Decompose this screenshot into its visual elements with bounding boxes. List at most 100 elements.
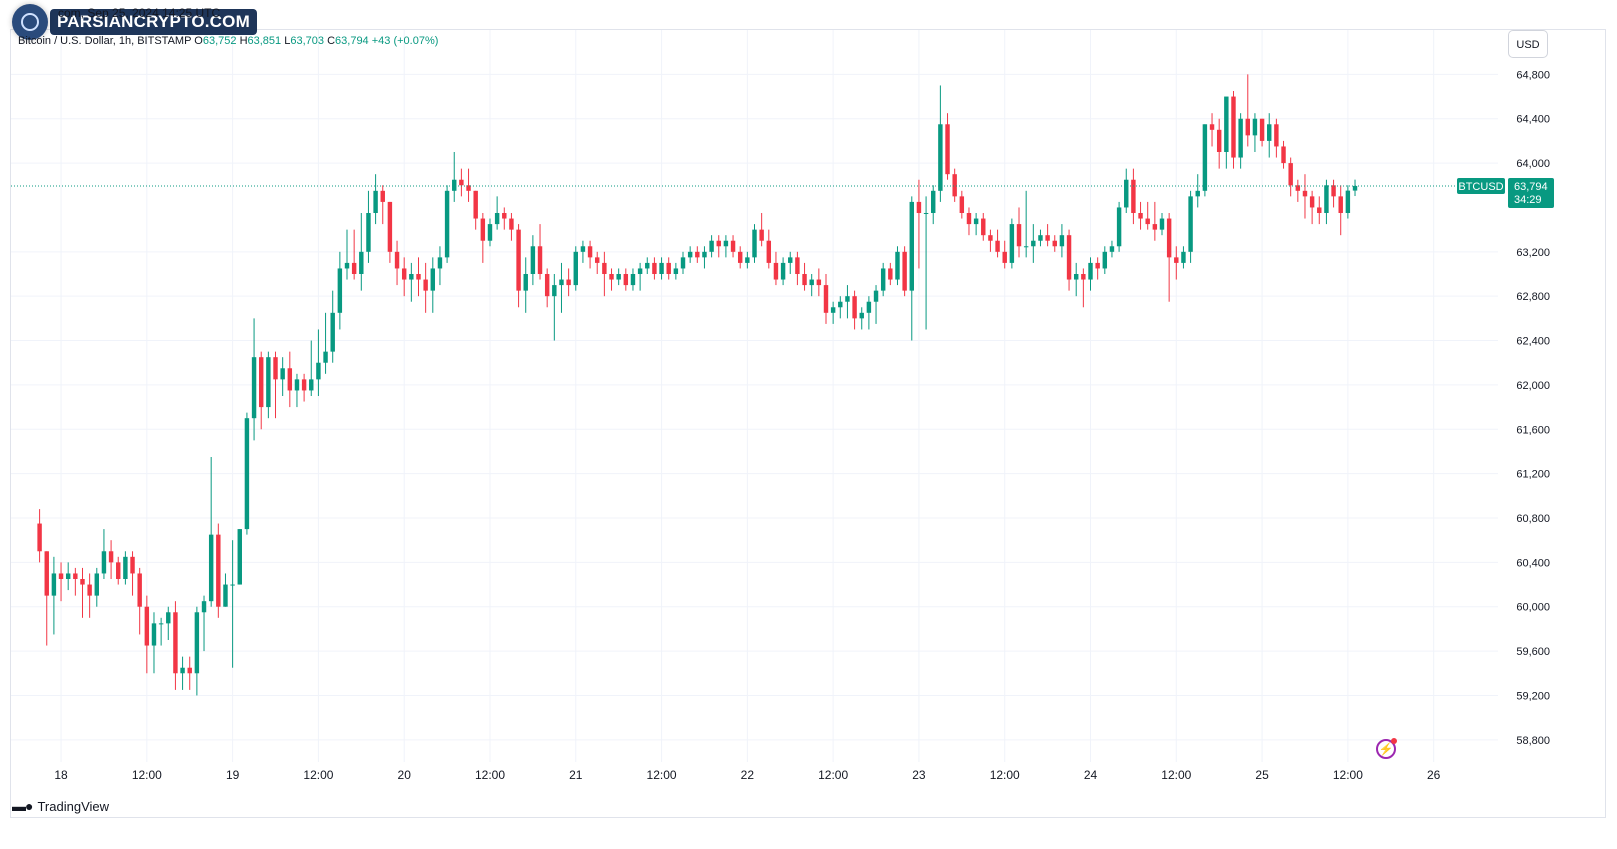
candle-body xyxy=(1238,118,1243,158)
candle xyxy=(337,251,343,330)
publish-date: Sep 25, 2024 14:25 UTC xyxy=(87,6,221,20)
candle xyxy=(1195,174,1200,208)
candle-body xyxy=(137,573,142,607)
candle xyxy=(201,595,207,652)
bar-countdown-label: 34:29 xyxy=(1514,194,1542,206)
price-axis[interactable]: 58,800 59,200 59,600 60,000 60,400 60,800 61,2… xyxy=(1516,69,1550,746)
candle xyxy=(788,251,793,274)
candle-body xyxy=(1216,129,1222,152)
candle xyxy=(709,235,714,258)
currency-button[interactable]: USD xyxy=(1508,30,1548,58)
open-label: O xyxy=(194,35,203,47)
candle-body xyxy=(123,556,128,579)
candle xyxy=(1352,179,1358,197)
candle xyxy=(780,257,786,286)
candle-body xyxy=(394,251,400,269)
candle-body xyxy=(695,251,700,258)
candle-body xyxy=(1188,196,1193,252)
candle-body xyxy=(966,213,972,225)
candle-body xyxy=(401,268,407,280)
candle-body xyxy=(1088,262,1093,280)
candle-body xyxy=(494,213,500,225)
candle xyxy=(194,606,200,696)
x-tick-label: 23 xyxy=(912,768,926,782)
candle-body xyxy=(902,251,907,291)
candle-body xyxy=(1138,213,1143,219)
candle-body xyxy=(158,623,164,625)
candle-body xyxy=(1095,262,1100,269)
candle xyxy=(1109,240,1115,258)
candle-body xyxy=(773,262,779,280)
close-value: 63,794 xyxy=(335,35,369,47)
candle xyxy=(423,262,428,313)
candle-body xyxy=(730,240,736,252)
candle xyxy=(945,113,950,180)
candle xyxy=(473,190,478,230)
candle xyxy=(1138,201,1143,230)
symbol-description[interactable]: Bitcoin / U.S. Dollar, 1h, BITSTAMP xyxy=(18,35,192,47)
candle-body xyxy=(1124,179,1129,208)
high-value: 63,851 xyxy=(247,35,282,47)
candle xyxy=(637,262,643,291)
candle-body xyxy=(1309,196,1315,208)
candle xyxy=(537,224,543,280)
candle xyxy=(1174,246,1179,280)
candle xyxy=(1088,257,1093,291)
candle-body xyxy=(373,190,378,213)
candle-body xyxy=(173,612,178,674)
candle xyxy=(1009,218,1015,269)
candle-body xyxy=(823,285,829,313)
candle-body xyxy=(1152,224,1158,230)
candle-body xyxy=(1145,218,1150,225)
candle-body xyxy=(1224,96,1229,152)
candle-body xyxy=(101,551,107,574)
x-tick-label: 20 xyxy=(398,768,412,782)
candle-body xyxy=(1131,179,1136,213)
grid-lines xyxy=(11,30,1498,762)
candle-body xyxy=(509,218,514,230)
candle xyxy=(394,240,400,286)
tradingview-label: TradingView xyxy=(37,798,110,814)
candle-body xyxy=(931,190,936,213)
candle xyxy=(108,540,114,579)
candle xyxy=(323,312,328,374)
lightning-icon[interactable]: ⚡ xyxy=(1376,738,1397,759)
candle-body xyxy=(37,523,42,552)
candle xyxy=(716,235,721,258)
candle-body xyxy=(409,274,414,280)
candle-body xyxy=(637,268,643,274)
candle xyxy=(1159,213,1165,236)
candle-body xyxy=(294,379,300,391)
time-axis[interactable]: 18 12:00 19 12:00 20 12:00 21 12:00 22 12:00 23 12:… xyxy=(54,768,1440,782)
candle-body xyxy=(888,268,893,280)
candle xyxy=(494,196,500,230)
candle xyxy=(1338,185,1343,236)
logo-text: PARSIANCRYPTO.COM xyxy=(50,9,257,35)
candle-body xyxy=(566,279,571,286)
candle xyxy=(931,185,936,225)
candle-body xyxy=(337,268,343,313)
candle xyxy=(673,262,679,280)
candle xyxy=(859,307,864,330)
candle-body xyxy=(745,257,750,263)
candle xyxy=(65,562,71,591)
y-tick-label: 63,200 xyxy=(1516,247,1550,259)
candle xyxy=(459,168,464,197)
y-tick-label: 59,600 xyxy=(1516,646,1550,658)
candle xyxy=(1152,201,1158,241)
candle-body xyxy=(1338,196,1343,213)
tradingview-brand[interactable]: ▬● TradingView xyxy=(12,798,109,814)
candle xyxy=(616,268,621,286)
candle-body xyxy=(201,601,207,613)
candle xyxy=(902,246,907,297)
candle xyxy=(1281,140,1286,169)
candle-body xyxy=(1023,246,1029,248)
candle xyxy=(702,246,707,269)
candle xyxy=(1016,207,1022,258)
candle xyxy=(652,257,657,280)
candle xyxy=(51,556,57,635)
y-tick-label: 62,400 xyxy=(1516,336,1550,348)
candle-body xyxy=(344,262,350,269)
candle xyxy=(130,551,135,596)
